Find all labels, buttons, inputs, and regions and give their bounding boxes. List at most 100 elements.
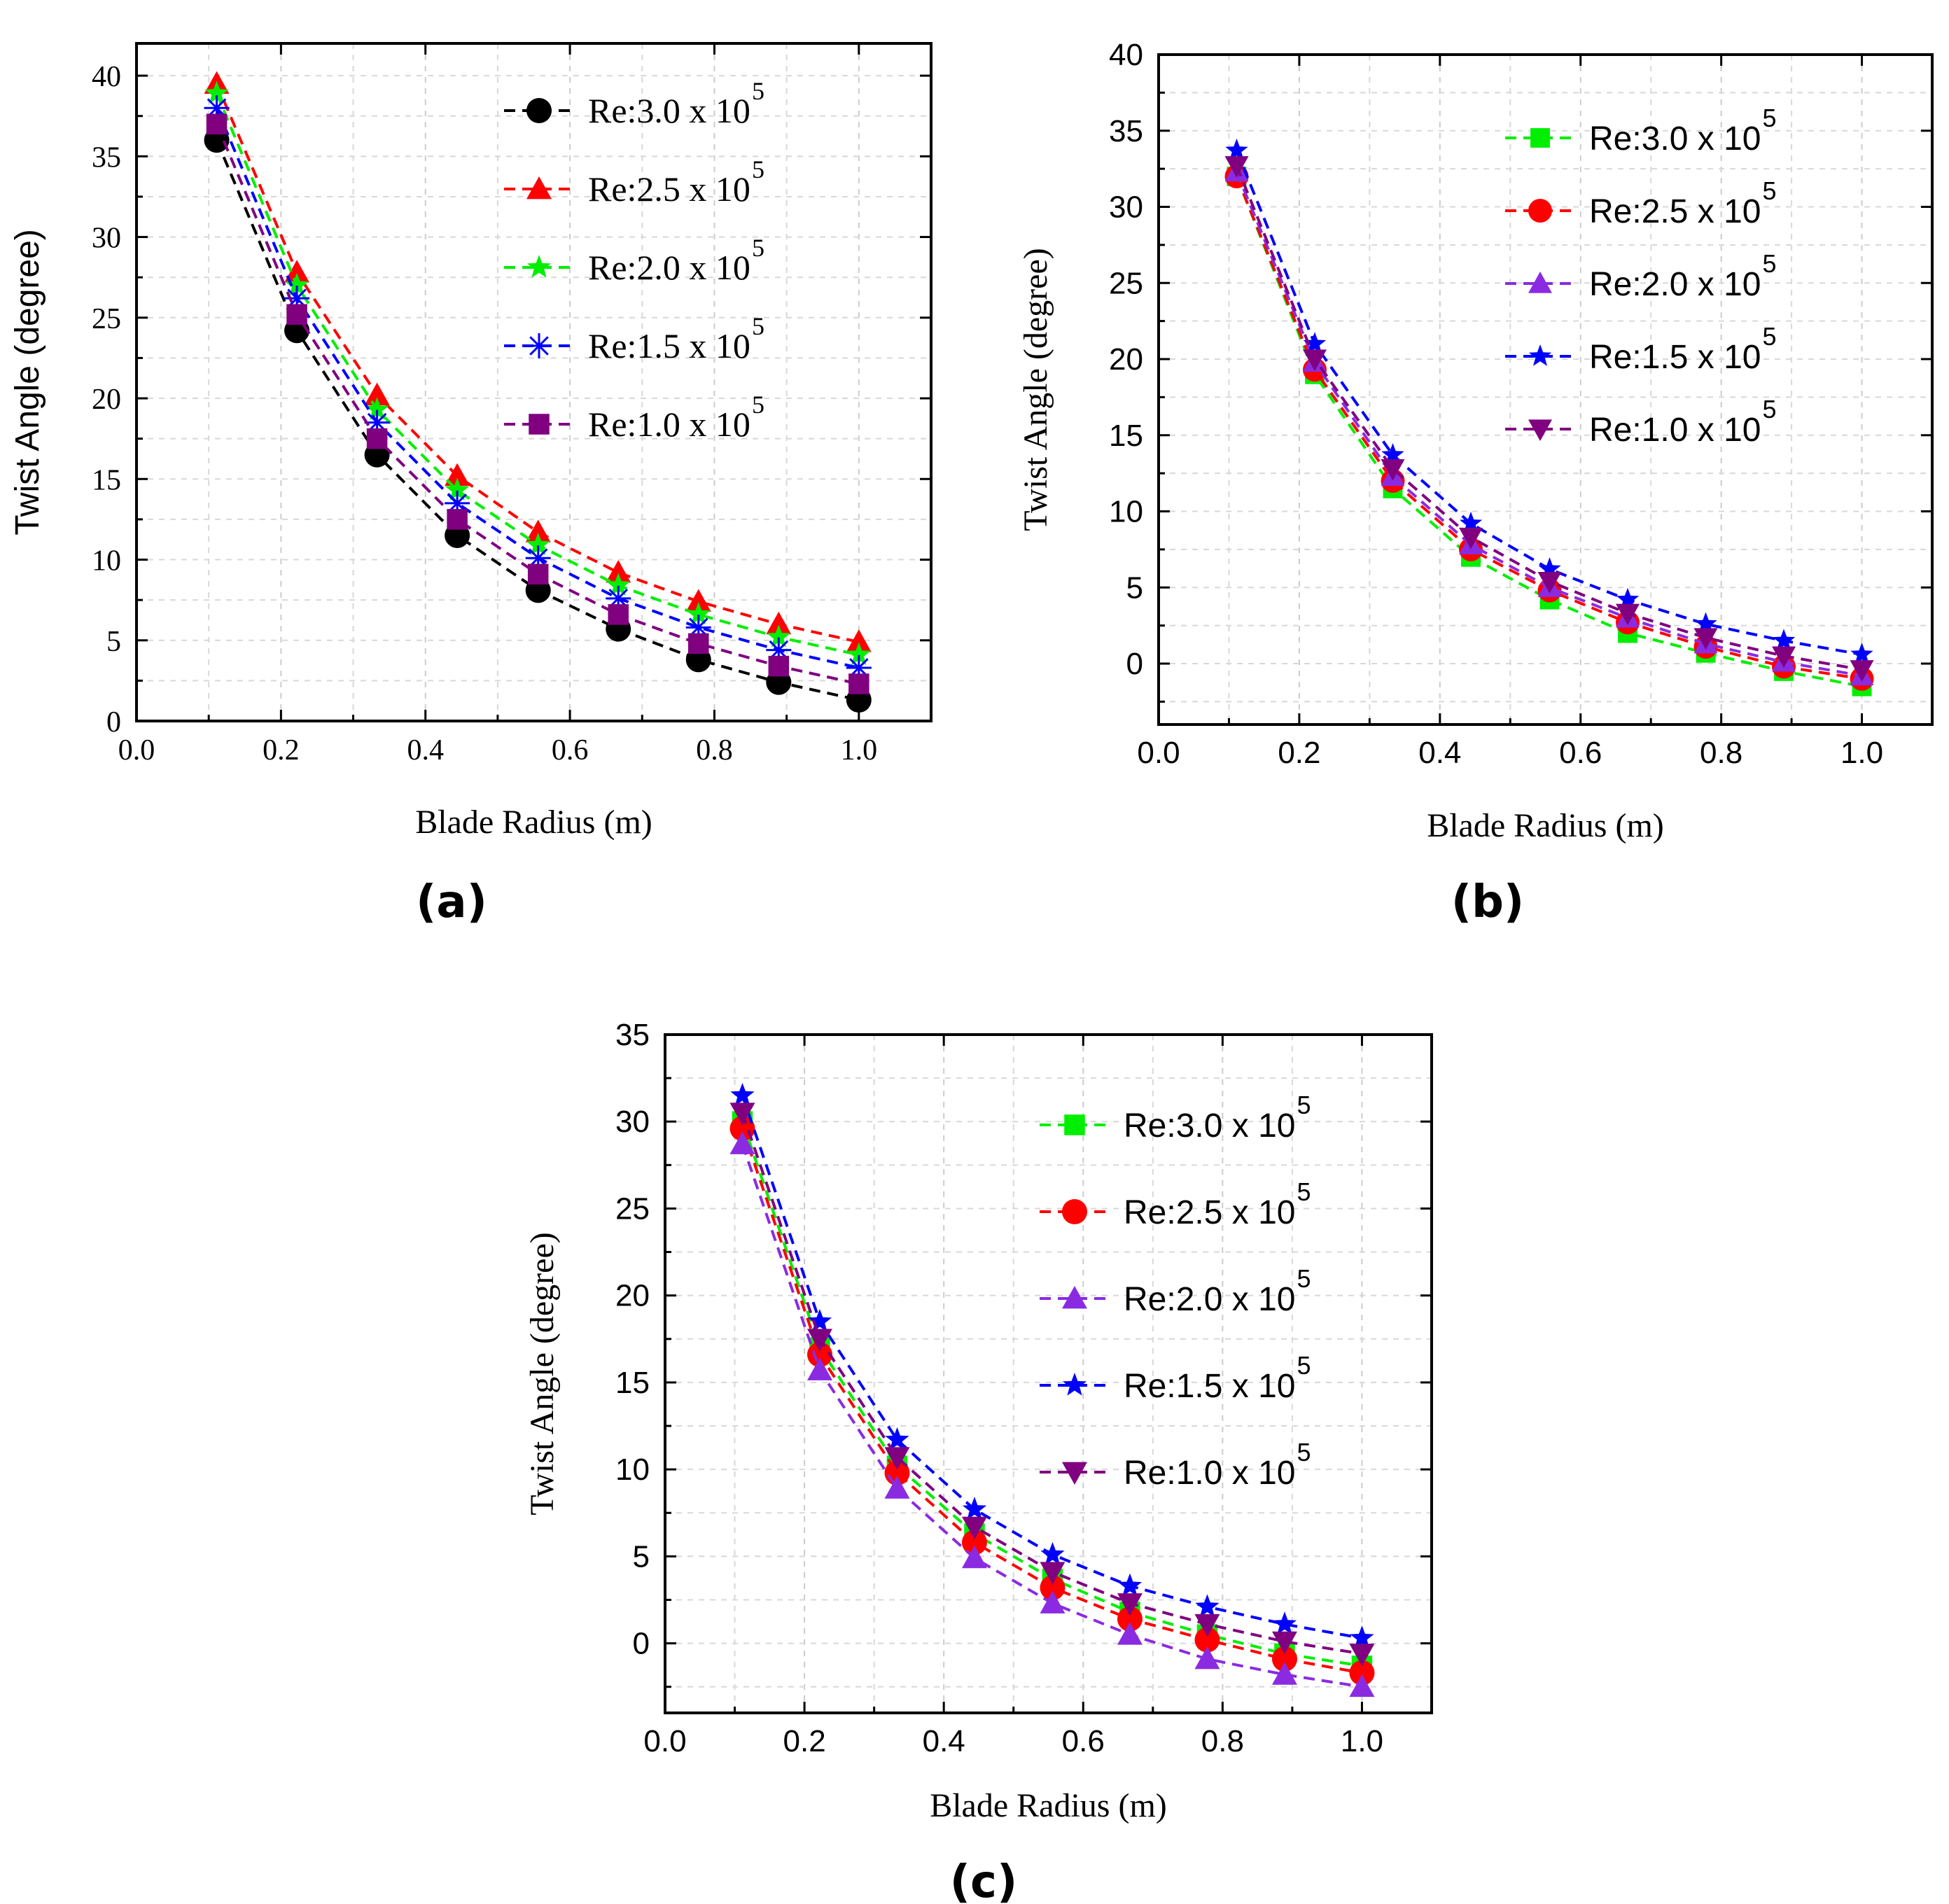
data-point: [1224, 156, 1249, 178]
data-point: [962, 1497, 987, 1520]
x-axis: 0.0 0.2 0.4 0.6 0.8 1.0: [643, 1035, 1383, 1758]
data-point: [1040, 1541, 1065, 1565]
legend-label: Re:2.5 x 10: [588, 169, 750, 209]
x-tick-label: 0.6: [1062, 1724, 1105, 1758]
plot-a: 0.0 0.2 0.4 0.6 0.8 1.0 0 5 10 15 20 25 30 35 40 Blade …: [9, 42, 932, 841]
y-tick-label: 10: [1109, 495, 1143, 529]
legend-exponent: 5: [1762, 104, 1776, 132]
data-point: [730, 1083, 755, 1106]
legend-item: Re:1.0 x 105: [1505, 395, 1777, 449]
data-point: [766, 611, 792, 635]
data-point: [525, 519, 551, 542]
x-axis-title: Blade Radius (m): [930, 1787, 1167, 1824]
plot-frame: [135, 42, 932, 722]
y-tick-label: 5: [106, 626, 121, 658]
legend-item: Re:1.0 x 105: [1040, 1438, 1311, 1492]
series-3: [204, 80, 871, 666]
data-point: [1271, 1631, 1297, 1655]
data-point: [1303, 332, 1327, 354]
data-point: [1459, 511, 1483, 533]
data-point: [768, 655, 790, 677]
y-tick-label: 20: [615, 1279, 650, 1313]
data-point: [606, 573, 631, 596]
legend-exponent: 5: [1762, 395, 1776, 424]
y-axis-title: Twist Angle (degree): [9, 229, 46, 536]
plot-frame: [1157, 53, 1934, 726]
x-tick-label: 0.6: [552, 734, 589, 766]
x-axis: 0.0 0.2 0.4 0.6 0.8 1.0: [118, 43, 877, 766]
plot-frame: [664, 1033, 1433, 1714]
data-point: [806, 1357, 832, 1380]
legend-exponent: 5: [1762, 322, 1776, 351]
legend-exponent: 5: [1297, 1264, 1311, 1293]
x-axis-title: Blade Radius (m): [1427, 807, 1664, 844]
x-tick-label: 0.2: [1278, 736, 1320, 770]
data-point: [1349, 1660, 1375, 1686]
plot-b: 0.0 0.2 0.4 0.6 0.8 1.0 0 5 10 15 20 25 30 35 40 Blade …: [1017, 38, 1934, 844]
y-tick-label: 15: [1109, 419, 1143, 453]
legend-label: Re:1.5 x 10: [1124, 1368, 1295, 1405]
data-point: [1349, 1644, 1375, 1667]
data-point: [1303, 349, 1327, 371]
legend-label: Re:2.5 x 10: [1124, 1194, 1295, 1231]
legend-marker: [526, 176, 552, 200]
series-4: [1225, 139, 1873, 664]
legend-label: Re:2.0 x 10: [1124, 1281, 1295, 1318]
y-tick-label: 30: [1109, 190, 1143, 225]
y-tick-label: 25: [1109, 266, 1143, 300]
series-5: [729, 1102, 1375, 1667]
legend-label: Re:1.0 x 10: [1589, 412, 1761, 449]
legend-label: Re:1.5 x 10: [1589, 339, 1761, 376]
legend-marker: [1062, 1462, 1087, 1485]
legend-marker: [1528, 344, 1552, 366]
x-tick-label: 0.0: [118, 734, 155, 766]
x-tick-label: 0.2: [263, 734, 300, 766]
data-point: [1194, 1614, 1220, 1637]
data-point: [884, 1476, 910, 1499]
x-tick-label: 0.2: [783, 1724, 826, 1758]
data-point: [961, 1530, 987, 1555]
data-point: [961, 1545, 987, 1569]
data-point: [1772, 629, 1796, 651]
series-3: [729, 1131, 1375, 1698]
data-point: [1693, 628, 1718, 650]
y-tick-label: 35: [92, 141, 121, 174]
data-point: [1194, 1627, 1220, 1653]
legend-exponent: 5: [1297, 1438, 1311, 1466]
data-point: [806, 1342, 832, 1368]
data-point: [1225, 139, 1248, 160]
y-tick-label: 20: [1109, 342, 1143, 377]
data-point: [1349, 1674, 1375, 1698]
data-point: [885, 1427, 909, 1450]
grid: [137, 43, 931, 721]
x-tick-label: 0.8: [696, 734, 733, 766]
data-point: [1194, 1646, 1220, 1670]
legend-marker: [526, 98, 552, 123]
legend-label: Re:3.0 x 10: [588, 91, 750, 130]
legend-exponent: 5: [1762, 176, 1776, 205]
legend-exponent: 5: [752, 155, 764, 183]
data-point: [1616, 587, 1640, 610]
data-point: [846, 629, 872, 652]
x-tick-label: 1.0: [1840, 736, 1883, 770]
data-point: [206, 113, 228, 134]
legend-marker: [1528, 199, 1552, 223]
x-tick-label: 0.4: [1418, 736, 1461, 770]
data-point: [608, 604, 629, 625]
data-point: [445, 477, 470, 500]
legend-item: Re:2.5 x 105: [1505, 176, 1777, 230]
legend-item: Re:2.5 x 105: [1040, 1177, 1311, 1231]
data-point: [1271, 1662, 1297, 1685]
data-point: [1694, 612, 1717, 634]
legend-marker: [1062, 1373, 1087, 1396]
y-tick-label: 10: [615, 1452, 650, 1487]
plot-c: 0.0 0.2 0.4 0.6 0.8 1.0 0 5 10 15 20 25 30 35 Blade Ra…: [524, 1018, 1433, 1824]
data-point: [686, 601, 711, 625]
panel-label-b: (b): [1451, 876, 1524, 928]
legend-label: Re:3.0 x 10: [1124, 1107, 1295, 1144]
data-point: [1117, 1573, 1143, 1597]
data-point: [1117, 1593, 1143, 1616]
